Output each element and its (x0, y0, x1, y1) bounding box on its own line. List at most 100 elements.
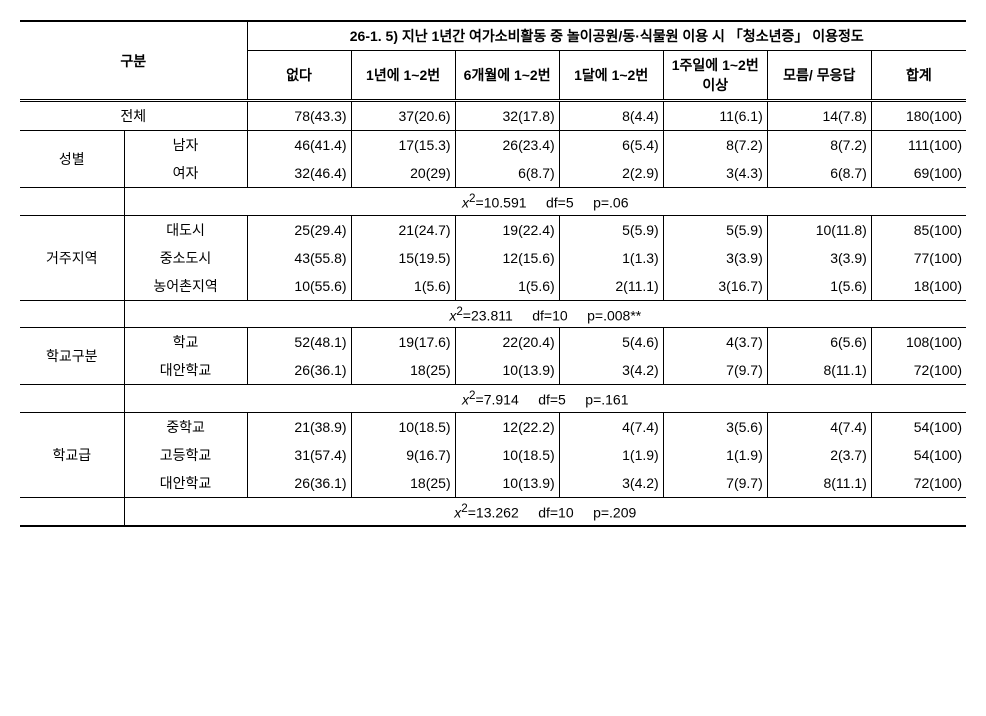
stat-blank (20, 300, 124, 328)
col-header-category: 구분 (20, 21, 247, 101)
table-row: 학교구분 학교 52(48.1) 19(17.6) 22(20.4) 5(4.6… (20, 328, 966, 357)
cell: 37(20.6) (351, 101, 455, 131)
cell: 26(36.1) (247, 356, 351, 385)
df-val: df=5 (538, 392, 566, 408)
group-label: 거주지역 (20, 215, 124, 300)
stat-row: x2=13.262 df=10 p=.209 (20, 497, 966, 525)
cell: 69(100) (871, 159, 966, 188)
table-row: 학교급 중학교 21(38.9) 10(18.5) 12(22.2) 4(7.4… (20, 412, 966, 441)
cell: 10(18.5) (351, 412, 455, 441)
cell: 31(57.4) (247, 441, 351, 469)
x2-val: 23.811 (471, 307, 513, 323)
cell: 1(5.6) (767, 272, 871, 301)
cell: 78(43.3) (247, 101, 351, 131)
group-label: 성별 (20, 131, 124, 188)
cell: 32(17.8) (455, 101, 559, 131)
cell: 32(46.4) (247, 159, 351, 188)
table-row: 성별 남자 46(41.4) 17(15.3) 26(23.4) 6(5.4) … (20, 131, 966, 160)
x2-symbol: x (462, 195, 469, 211)
cell: 26(23.4) (455, 131, 559, 160)
df-val: df=5 (546, 195, 574, 211)
cell: 1(1.9) (559, 441, 663, 469)
col-header-3: 1달에 1~2번 (559, 51, 663, 101)
cell: 18(25) (351, 469, 455, 498)
col-header-5: 모름/ 무응답 (767, 51, 871, 101)
col-header-4: 1주일에 1~2번이상 (663, 51, 767, 101)
stat-cell: x2=10.591 df=5 p=.06 (124, 188, 966, 216)
row-label: 고등학교 (124, 441, 247, 469)
cell: 46(41.4) (247, 131, 351, 160)
cell: 1(5.6) (351, 272, 455, 301)
cell: 85(100) (871, 215, 966, 244)
stat-blank (20, 497, 124, 525)
cell: 72(100) (871, 469, 966, 498)
cell: 25(29.4) (247, 215, 351, 244)
x2-val: 13.262 (476, 505, 519, 521)
table-row: 여자 32(46.4) 20(29) 6(8.7) 2(2.9) 3(4.3) … (20, 159, 966, 188)
x2-sup: 2 (456, 305, 462, 318)
cell: 3(3.9) (767, 244, 871, 272)
row-label: 농어촌지역 (124, 272, 247, 301)
x2-sup: 2 (469, 192, 475, 205)
col-header-0: 없다 (247, 51, 351, 101)
cell: 180(100) (871, 101, 966, 131)
cell: 10(18.5) (455, 441, 559, 469)
col-header-1: 1년에 1~2번 (351, 51, 455, 101)
cell: 20(29) (351, 159, 455, 188)
row-label: 대안학교 (124, 469, 247, 498)
cell: 77(100) (871, 244, 966, 272)
p-val: p=.008** (587, 307, 641, 323)
cell: 1(1.3) (559, 244, 663, 272)
stat-row: x2=10.591 df=5 p=.06 (20, 188, 966, 216)
stat-cell: x2=23.811 df=10 p=.008** (124, 300, 966, 328)
cell: 1(5.6) (455, 272, 559, 301)
table-row: 고등학교 31(57.4) 9(16.7) 10(18.5) 1(1.9) 1(… (20, 441, 966, 469)
cell: 6(5.4) (559, 131, 663, 160)
cell: 54(100) (871, 441, 966, 469)
cell: 12(22.2) (455, 412, 559, 441)
survey-table: 구분 26-1. 5) 지난 1년간 여가소비활동 중 놀이공원/동·식물원 이… (20, 20, 966, 527)
stat-cell: x2=13.262 df=10 p=.209 (124, 497, 966, 525)
x2-sup: 2 (461, 502, 467, 515)
table-row: 거주지역 대도시 25(29.4) 21(24.7) 19(22.4) 5(5.… (20, 215, 966, 244)
cell: 19(22.4) (455, 215, 559, 244)
cell: 7(9.7) (663, 469, 767, 498)
cell: 3(4.2) (559, 469, 663, 498)
cell: 17(15.3) (351, 131, 455, 160)
cell: 8(11.1) (767, 469, 871, 498)
row-label: 여자 (124, 159, 247, 188)
stat-row: x2=7.914 df=5 p=.161 (20, 385, 966, 413)
stat-blank (20, 188, 124, 216)
df-val: df=10 (532, 307, 567, 323)
cell: 108(100) (871, 328, 966, 357)
cell: 43(55.8) (247, 244, 351, 272)
cell: 10(55.6) (247, 272, 351, 301)
cell: 3(16.7) (663, 272, 767, 301)
group-label: 학교급 (20, 412, 124, 497)
cell: 1(1.9) (663, 441, 767, 469)
df-val: df=10 (538, 505, 573, 521)
col-header-6: 합계 (871, 51, 966, 101)
cell: 7(9.7) (663, 356, 767, 385)
cell: 8(11.1) (767, 356, 871, 385)
x2-symbol: x (462, 392, 469, 408)
cell: 72(100) (871, 356, 966, 385)
cell: 15(19.5) (351, 244, 455, 272)
row-label: 중소도시 (124, 244, 247, 272)
cell: 2(2.9) (559, 159, 663, 188)
cell: 6(8.7) (455, 159, 559, 188)
p-val: p=.161 (585, 392, 628, 408)
cell: 6(5.6) (767, 328, 871, 357)
cell: 8(7.2) (767, 131, 871, 160)
cell: 10(13.9) (455, 356, 559, 385)
row-label: 남자 (124, 131, 247, 160)
cell: 11(6.1) (663, 101, 767, 131)
cell: 18(25) (351, 356, 455, 385)
x2-val: 10.591 (484, 195, 527, 211)
col-header-2: 6개월에 1~2번 (455, 51, 559, 101)
cell: 10(11.8) (767, 215, 871, 244)
cell: 3(3.9) (663, 244, 767, 272)
cell: 6(8.7) (767, 159, 871, 188)
cell: 52(48.1) (247, 328, 351, 357)
cell: 12(15.6) (455, 244, 559, 272)
